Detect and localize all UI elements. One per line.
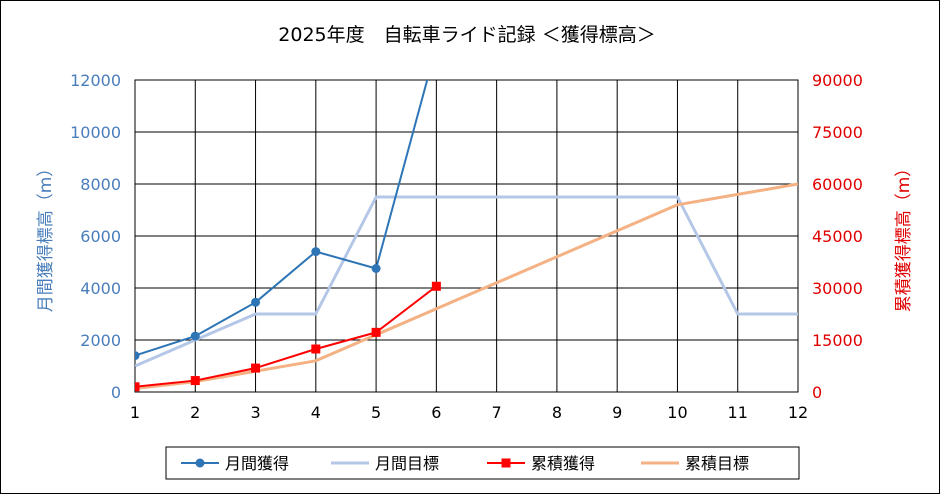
x-tick-label: 1: [130, 403, 140, 422]
x-tick-label: 8: [552, 403, 562, 422]
legend-label: 月間目標: [375, 454, 439, 473]
legend: 月間獲得 月間目標 累積獲得 累積目標: [165, 446, 800, 480]
data-point: [135, 351, 140, 361]
series-4: [135, 182, 798, 391]
x-tick-label: 9: [612, 403, 622, 422]
right-tick-label: 75000: [812, 123, 863, 142]
right-tick-label: 15000: [812, 331, 863, 350]
right-axis-ticks: 0 15000 30000 45000 60000 75000 90000: [812, 71, 863, 402]
right-tick-label: 60000: [812, 175, 863, 194]
data-point: [251, 363, 261, 373]
right-axis-label: 累積獲得標高（m）: [894, 160, 914, 313]
left-tick-label: 2000: [80, 331, 121, 350]
right-tick-label: 45000: [812, 227, 863, 246]
data-point: [371, 264, 381, 273]
left-tick-label: 6000: [80, 227, 121, 246]
x-tick-label: 4: [311, 403, 321, 422]
data-point: [251, 297, 261, 307]
left-tick-label: 0: [111, 383, 121, 402]
x-tick-label: 7: [492, 403, 502, 422]
x-tick-label: 5: [371, 403, 381, 422]
x-axis-ticks: 1 2 3 4 5 6 7 8 9 10 11 12: [130, 403, 808, 422]
data-point: [371, 327, 381, 337]
grid-lines: [134, 79, 799, 393]
x-tick-label: 3: [250, 403, 260, 422]
data-point: [311, 247, 321, 257]
series-line: [135, 182, 798, 391]
data-point: [311, 344, 321, 354]
plot-area-border: [134, 79, 799, 393]
series-line: [135, 195, 798, 368]
data-point: [135, 382, 140, 392]
data-point: [431, 281, 441, 291]
series-2: [135, 195, 798, 368]
x-tick-label: 11: [728, 403, 748, 422]
right-tick-label: 30000: [812, 279, 863, 298]
legend-label: 月間獲得: [225, 454, 289, 473]
left-tick-label: 12000: [70, 71, 121, 90]
x-tick-label: 10: [667, 403, 687, 422]
right-tick-label: 90000: [812, 71, 863, 90]
data-point: [190, 376, 200, 386]
legend-marker: [501, 458, 511, 468]
left-axis-label: 月間獲得標高（m）: [36, 160, 56, 313]
x-tick-label: 12: [788, 403, 808, 422]
legend-label: 累積獲得: [531, 454, 595, 473]
left-tick-label: 4000: [80, 279, 121, 298]
series-line: [135, 80, 429, 357]
legend-label: 累積目標: [685, 454, 749, 473]
series-3: [135, 281, 441, 392]
x-tick-label: 2: [190, 403, 200, 422]
chart-title: 2025年度 自転車ライド記録 ＜獲得標高＞: [278, 24, 655, 46]
series-layer: [135, 80, 798, 392]
legend-box: [165, 446, 800, 480]
series-line: [135, 285, 437, 388]
data-point: [190, 331, 200, 341]
x-tick-label: 6: [431, 403, 441, 422]
right-tick-label: 0: [812, 383, 822, 402]
legend-marker: [195, 458, 205, 468]
left-axis-ticks: 0 2000 4000 6000 8000 10000 12000: [70, 71, 121, 402]
series-1: [135, 80, 429, 361]
left-tick-label: 10000: [70, 123, 121, 142]
left-tick-label: 8000: [80, 175, 121, 194]
